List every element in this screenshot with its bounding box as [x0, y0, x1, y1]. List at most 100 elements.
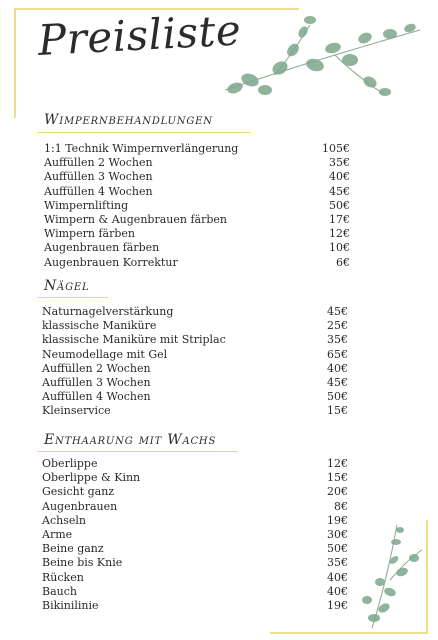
item-name: Augenbrauen färben: [44, 241, 160, 255]
list-item: Gesicht ganz 20€: [42, 485, 348, 499]
item-name: Achseln: [42, 513, 86, 527]
item-name: Auffüllen 4 Wochen: [44, 184, 153, 198]
section-heading-naegel: Nägel: [44, 278, 90, 294]
item-price: 45€: [327, 305, 348, 318]
list-item: Wimpern färben 12€: [44, 227, 350, 241]
item-name: klassische Maniküre mit Striplac: [42, 333, 226, 347]
item-price: 10€: [329, 241, 350, 255]
item-name: Wimpern & Augenbrauen färben: [44, 213, 227, 227]
item-price: 40€: [327, 570, 348, 584]
item-price: 12€: [327, 457, 348, 470]
item-price: 20€: [327, 485, 348, 499]
item-price: 15€: [327, 404, 348, 418]
list-item: Wimpernlifting 50€: [44, 199, 350, 213]
list-item: Achseln 19€: [42, 514, 348, 528]
item-name: Naturnagelverstärkung: [42, 305, 174, 318]
item-name: Auffüllen 2 Wochen: [42, 361, 151, 375]
item-name: klassische Maniküre: [42, 319, 157, 333]
item-name: Kleinservice: [42, 404, 111, 418]
section-underline: [38, 297, 108, 298]
item-name: Auffüllen 3 Wochen: [44, 170, 153, 184]
list-item: Beine bis Knie 35€: [42, 556, 348, 570]
list-item: klassische Maniküre mit Striplac 35€: [42, 333, 348, 347]
item-name: Gesicht ganz: [42, 485, 115, 499]
item-price: 17€: [329, 213, 350, 227]
list-item: Augenbrauen färben 10€: [44, 241, 350, 255]
item-price: 65€: [327, 347, 348, 361]
list-item: Bikinilinie 19€: [42, 599, 348, 613]
eucalyptus-bottom-illustration: [362, 524, 423, 629]
item-name: Oberlippe & Kinn: [42, 471, 141, 485]
item-price: 19€: [327, 513, 348, 527]
item-name: Wimpern färben: [44, 227, 135, 241]
item-price: 25€: [327, 319, 348, 333]
item-name: Beine bis Knie: [42, 556, 123, 570]
list-item: Auffüllen 4 Wochen 45€: [44, 185, 350, 199]
item-price: 35€: [327, 556, 348, 570]
list-item: Oberlippe & Kinn 15€: [42, 471, 348, 485]
price-list-naegel: Naturnagelverstärkung 45€ klassische Mani…: [42, 305, 348, 419]
item-price: 8€: [334, 499, 348, 513]
list-item: Bauch 40€: [42, 585, 348, 599]
list-item: Auffüllen 3 Wochen 40€: [44, 170, 350, 184]
item-price: 35€: [329, 156, 350, 170]
list-item: Arme 30€: [42, 528, 348, 542]
item-price: 15€: [327, 471, 348, 485]
item-price: 45€: [329, 184, 350, 198]
list-item: 1:1 Technik Wimpernverlängerung 105€: [44, 142, 350, 156]
item-price: 12€: [329, 227, 350, 241]
list-item: Beine ganz 50€: [42, 542, 348, 556]
list-item: Auffüllen 2 Wochen 40€: [42, 362, 348, 376]
item-price: 105€: [322, 142, 350, 155]
item-price: 45€: [327, 376, 348, 390]
item-name: Bauch: [42, 584, 77, 598]
item-name: Auffüllen 2 Wochen: [44, 156, 153, 170]
item-name: Rücken: [42, 570, 84, 584]
list-item: Auffüllen 4 Wochen 50€: [42, 390, 348, 404]
list-item: Auffüllen 2 Wochen 35€: [44, 156, 350, 170]
item-name: Bikinilinie: [42, 599, 99, 613]
page-title: Preisliste: [36, 5, 243, 65]
item-name: Auffüllen 4 Wochen: [42, 390, 151, 404]
item-price: 30€: [327, 528, 348, 542]
item-name: Augenbrauen Korrektur: [44, 255, 178, 269]
item-price: 50€: [329, 198, 350, 212]
item-name: Wimpernlifting: [44, 198, 129, 212]
list-item: Rücken 40€: [42, 571, 348, 585]
item-name: Arme: [42, 528, 73, 542]
list-item: Oberlippe 12€: [42, 457, 348, 471]
item-name: Beine ganz: [42, 542, 104, 556]
list-item: Augenbrauen 8€: [42, 500, 348, 514]
list-item: Neumodellage mit Gel 65€: [42, 348, 348, 362]
item-price: 6€: [336, 255, 350, 269]
item-price: 40€: [329, 170, 350, 184]
frame-bottom-line: [270, 632, 428, 634]
section-underline: [38, 132, 250, 133]
section-heading-enthaarung: Enthaarung mit Wachs: [44, 432, 217, 448]
list-item: Kleinservice 15€: [42, 404, 348, 418]
item-name: Augenbrauen: [42, 499, 118, 513]
list-item: Naturnagelverstärkung 45€: [42, 305, 348, 319]
frame-right-line: [426, 520, 428, 634]
frame-left-line: [14, 8, 16, 118]
item-price: 40€: [327, 361, 348, 375]
item-price: 50€: [327, 390, 348, 404]
price-list-wimpern: 1:1 Technik Wimpernverlängerung 105€ Auff…: [44, 142, 350, 270]
item-price: 50€: [327, 542, 348, 556]
item-name: 1:1 Technik Wimpernverlängerung: [44, 142, 239, 155]
list-item: Wimpern & Augenbrauen färben 17€: [44, 213, 350, 227]
section-heading-wimpern: Wimpernbehandlungen: [44, 112, 213, 128]
price-list-enthaarung: Oberlippe 12€ Oberlippe & Kinn 15€ Gesicht…: [42, 457, 348, 613]
list-item: Auffüllen 3 Wochen 45€: [42, 376, 348, 390]
item-price: 19€: [327, 599, 348, 613]
eucalyptus-top-illustration: [224, 16, 421, 96]
item-name: Auffüllen 3 Wochen: [42, 376, 151, 390]
list-item: klassische Maniküre 25€: [42, 319, 348, 333]
list-item: Augenbrauen Korrektur 6€: [44, 256, 350, 270]
frame-top-line: [14, 8, 299, 10]
item-price: 40€: [327, 584, 348, 598]
section-underline: [38, 451, 238, 452]
item-price: 35€: [327, 333, 348, 347]
item-name: Oberlippe: [42, 457, 98, 470]
item-name: Neumodellage mit Gel: [42, 347, 168, 361]
